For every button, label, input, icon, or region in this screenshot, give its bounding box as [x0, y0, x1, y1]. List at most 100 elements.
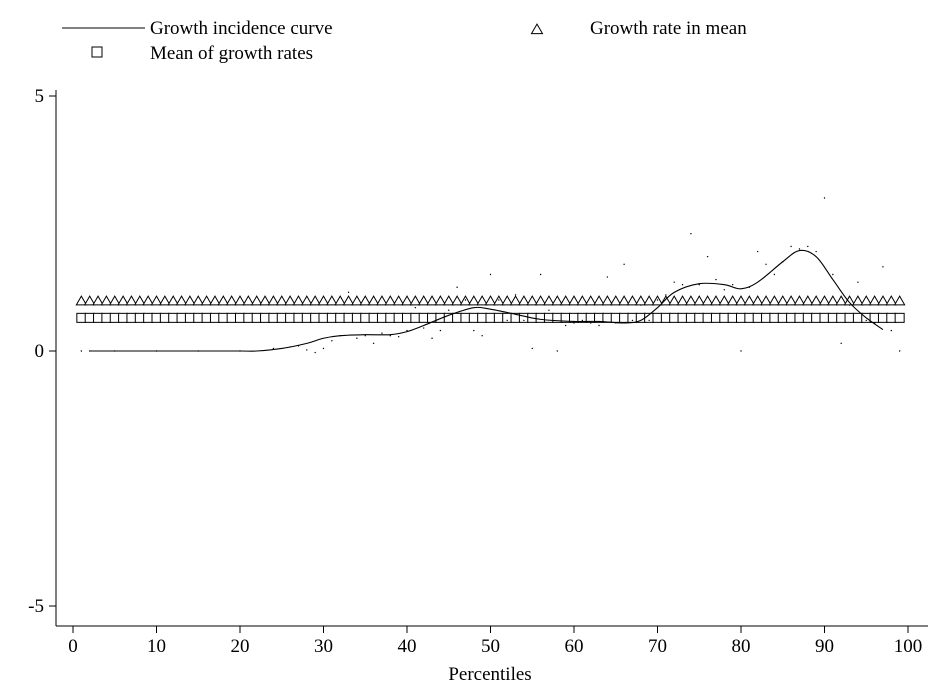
triangle-marker	[401, 295, 413, 306]
triangle-marker	[818, 295, 831, 306]
triangle-marker	[376, 295, 388, 306]
scatter-point	[815, 250, 817, 253]
scatter-point	[506, 319, 508, 322]
y-tick-label: 5	[35, 86, 45, 107]
scatter-point	[798, 248, 801, 250]
scatter-point	[489, 273, 492, 276]
square-marker	[710, 312, 721, 323]
square-marker	[385, 312, 396, 323]
triangle-marker	[618, 295, 630, 306]
square-marker	[209, 312, 220, 323]
scatter-point	[773, 273, 776, 276]
triangle-marker	[718, 295, 731, 306]
scatter-point	[80, 350, 83, 352]
triangle-marker	[885, 295, 898, 306]
square-marker	[752, 312, 763, 323]
square-marker	[777, 312, 788, 323]
square-marker	[886, 312, 897, 323]
scatter-point	[556, 350, 558, 352]
scatter-point	[514, 294, 517, 296]
scatter-point	[414, 306, 417, 309]
scatter-point	[564, 324, 567, 327]
square-marker	[176, 312, 187, 323]
square-marker	[410, 312, 421, 323]
triangle-marker	[760, 295, 772, 306]
scatter-point	[464, 299, 467, 301]
triangle-marker	[860, 295, 873, 306]
triangle-marker	[117, 295, 129, 306]
square-marker	[852, 312, 863, 323]
scatter-point	[423, 327, 425, 329]
square-marker	[836, 312, 847, 323]
scatter-point	[882, 266, 884, 268]
square-marker	[293, 312, 304, 323]
triangle-marker	[83, 295, 96, 306]
triangle-marker	[125, 295, 138, 306]
scatter-point	[314, 351, 316, 354]
scatter-point	[356, 337, 358, 339]
scatter-point	[606, 276, 609, 278]
triangle-marker	[192, 295, 205, 306]
legend-label-mean-of-growth-rates: Mean of growth rates	[150, 43, 313, 64]
square-marker	[761, 312, 772, 323]
triangle-marker	[685, 295, 697, 306]
plot-area	[75, 197, 906, 354]
triangle-marker	[626, 295, 639, 306]
square-marker	[677, 312, 688, 323]
square-marker	[652, 312, 663, 323]
scatter-point	[406, 329, 408, 332]
x-tick-label: 90	[815, 636, 834, 657]
scatter-point	[857, 281, 859, 283]
square-marker	[184, 312, 195, 323]
triangle-marker	[576, 295, 589, 306]
triangle-marker	[776, 295, 789, 306]
square-marker	[351, 312, 362, 323]
scatter-point	[431, 337, 433, 339]
legend-label-growth-incidence-curve: Growth incidence curve	[150, 18, 333, 39]
triangle-marker	[209, 295, 221, 306]
triangle-marker	[417, 295, 430, 306]
square-marker	[276, 312, 287, 323]
scatter-point	[573, 322, 575, 324]
scatter-point	[848, 304, 851, 306]
triangle-marker	[726, 295, 739, 306]
triangle-marker	[609, 295, 622, 306]
x-tick-label: 80	[732, 636, 751, 657]
triangle-marker	[634, 295, 647, 306]
triangle-marker	[568, 295, 580, 306]
square-marker	[151, 312, 162, 323]
square-marker	[226, 312, 237, 323]
square-marker	[368, 312, 379, 323]
legend-label-growth-rate-in-mean: Growth rate in mean	[590, 18, 747, 39]
scatter-point	[531, 347, 533, 350]
scatter-point	[322, 347, 325, 350]
scatter-point	[623, 263, 625, 265]
triangle-marker	[601, 295, 614, 306]
scatter-point	[898, 350, 901, 352]
triangle-marker	[75, 295, 88, 306]
triangle-marker	[451, 295, 463, 306]
triangle-marker	[852, 295, 864, 306]
triangle-marker	[534, 295, 547, 306]
triangle-marker	[275, 295, 288, 306]
square-marker	[260, 312, 271, 323]
square-marker	[685, 312, 696, 323]
triangle-marker	[317, 295, 330, 306]
triangle-marker	[710, 295, 722, 306]
triangle-marker	[284, 295, 296, 306]
scatter-point	[698, 284, 700, 286]
square-marker	[193, 312, 204, 323]
square-marker	[477, 312, 488, 323]
triangle-marker	[801, 295, 814, 306]
scatter-point	[832, 273, 834, 276]
square-marker	[301, 312, 312, 323]
square-marker	[877, 312, 888, 323]
triangle-marker	[259, 295, 271, 306]
x-tick-label: 0	[68, 636, 78, 657]
triangle-marker	[676, 295, 689, 306]
triangle-marker	[409, 295, 422, 306]
triangle-marker	[133, 295, 146, 306]
scatter-point	[631, 319, 634, 322]
triangle-marker	[225, 295, 238, 306]
